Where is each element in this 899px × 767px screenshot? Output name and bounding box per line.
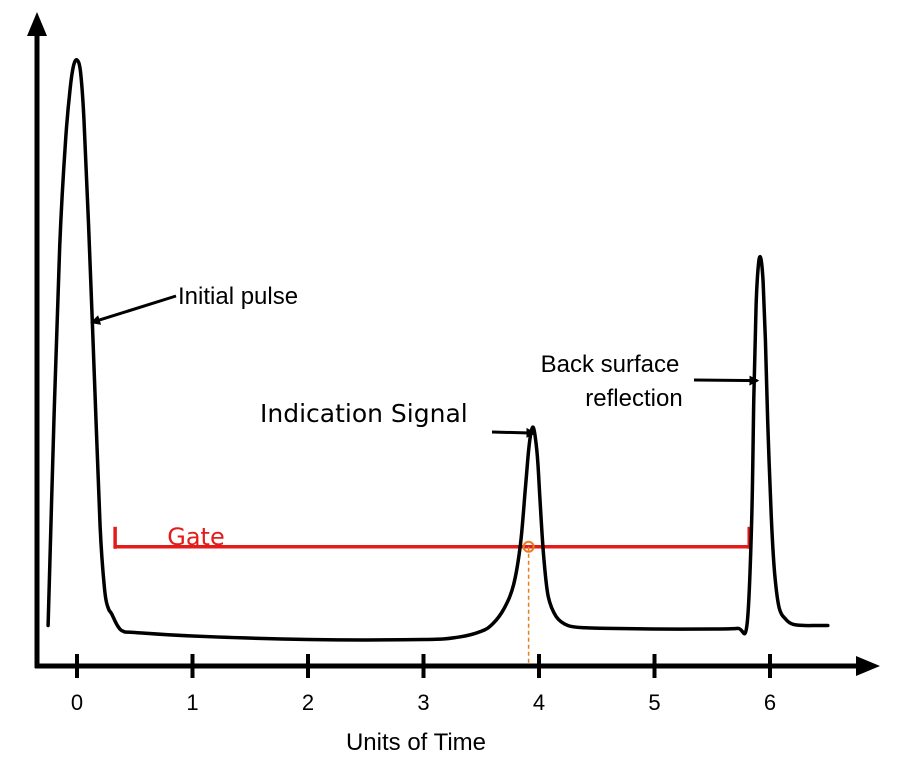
annotation-indication-signal-text: Indication Signal [260,399,468,428]
signal-trace [46,58,830,642]
annotation-initial-pulse-arrow [90,294,177,325]
annotation-back-surface-text-line1: Back surface [541,351,680,378]
gate-crossing-marker [522,540,535,553]
annotation-initial-pulse: Initial pulse [90,283,298,325]
x-axis-label: Units of Time [346,729,486,756]
x-axis-arrowhead [856,656,880,676]
gate: Gate [113,523,751,663]
y-axis-arrowhead [27,12,47,36]
x-axis-ticks [75,654,772,678]
gate-label: Gate [167,523,224,551]
annotation-back-surface-arrow [693,375,760,386]
x-tick-label-6: 6 [764,690,776,715]
x-tick-label-1: 1 [186,690,198,715]
axes [27,12,880,676]
x-tick-label-2: 2 [302,690,314,715]
annotation-back-surface-text-line2: reflection [585,385,682,412]
x-tick-label-4: 4 [533,690,545,715]
x-axis-tick-labels: 0 1 2 3 4 5 6 [71,690,776,715]
annotation-back-surface: Back surface reflection [541,351,760,412]
x-tick-label-5: 5 [648,690,660,715]
annotation-indication-signal: Indication Signal [260,399,537,438]
x-tick-label-0: 0 [71,690,83,715]
annotation-initial-pulse-text: Initial pulse [178,283,298,310]
x-tick-label-3: 3 [417,690,429,715]
annotation-indication-signal-arrow [491,427,537,438]
